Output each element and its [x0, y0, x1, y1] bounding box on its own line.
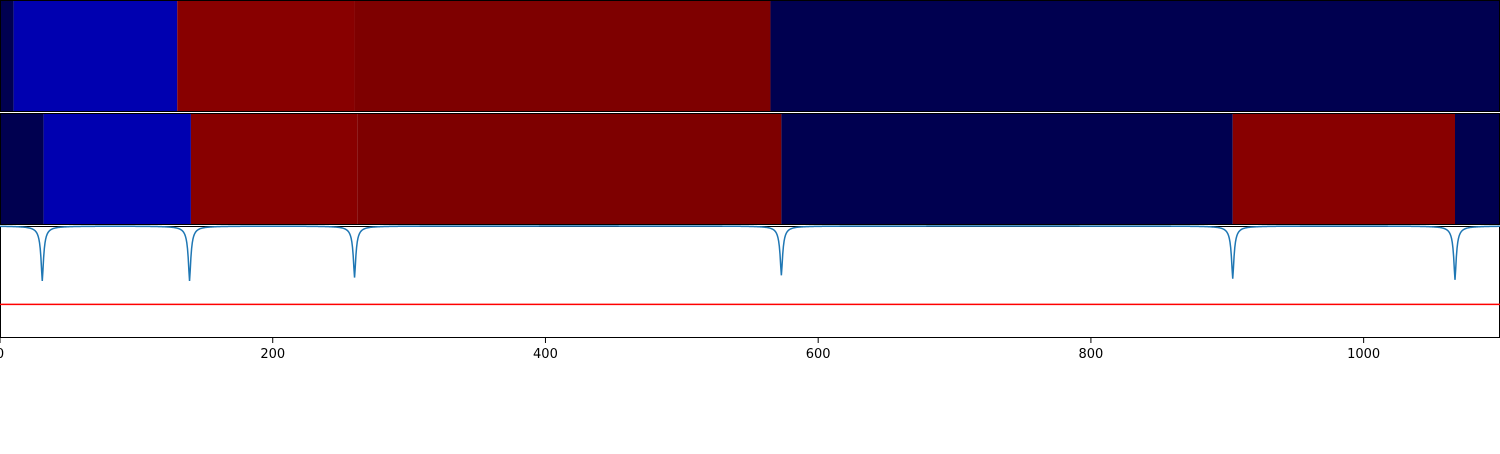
- heatmap-cell: [13, 0, 178, 112]
- x-axis: 0 200 400 600 800 1000: [0, 338, 1380, 362]
- signal-line: [0, 225, 1500, 282]
- heatmap-cell: [357, 113, 782, 225]
- x-tick-label: 0: [0, 347, 4, 362]
- heatmap-cell: [43, 113, 191, 225]
- heatmap-cell: [177, 0, 355, 112]
- x-tick-label: 600: [806, 347, 831, 362]
- heatmap-panels: [0, 0, 1500, 225]
- x-tick-label: 400: [533, 347, 558, 362]
- heatmap-cell: [1455, 113, 1500, 225]
- heatmap-cell: [354, 0, 771, 112]
- x-tick-label: 1000: [1347, 347, 1380, 362]
- heatmap-cell: [0, 0, 14, 112]
- line-panel: [0, 225, 1500, 338]
- heatmap-row: [0, 0, 1500, 112]
- heatmap-cell: [781, 113, 1233, 225]
- heatmap-row: [0, 113, 1500, 225]
- heatmap-cell: [0, 113, 44, 225]
- heatmap-cell: [190, 113, 358, 225]
- x-tick-label: 800: [1078, 347, 1103, 362]
- heatmap-cell: [1232, 113, 1455, 225]
- line-panel-frame: [0, 226, 1500, 338]
- heatmap-cell: [770, 0, 1500, 112]
- x-tick-label: 200: [260, 347, 285, 362]
